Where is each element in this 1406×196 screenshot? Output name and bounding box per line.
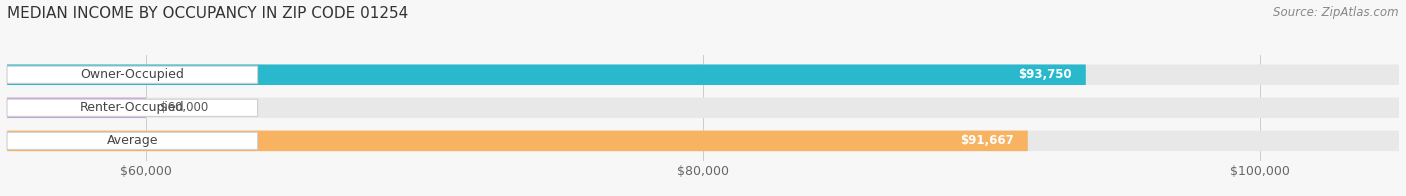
Text: MEDIAN INCOME BY OCCUPANCY IN ZIP CODE 01254: MEDIAN INCOME BY OCCUPANCY IN ZIP CODE 0… xyxy=(7,6,408,21)
Text: $91,667: $91,667 xyxy=(960,134,1014,147)
FancyBboxPatch shape xyxy=(7,64,1399,85)
FancyBboxPatch shape xyxy=(7,131,1028,151)
Text: Average: Average xyxy=(107,134,157,147)
Text: Owner-Occupied: Owner-Occupied xyxy=(80,68,184,81)
FancyBboxPatch shape xyxy=(7,98,1399,118)
FancyBboxPatch shape xyxy=(7,132,257,150)
FancyBboxPatch shape xyxy=(7,98,146,118)
FancyBboxPatch shape xyxy=(7,131,1399,151)
Text: $60,000: $60,000 xyxy=(160,101,208,114)
Text: $93,750: $93,750 xyxy=(1018,68,1071,81)
FancyBboxPatch shape xyxy=(7,99,257,116)
FancyBboxPatch shape xyxy=(7,66,257,83)
FancyBboxPatch shape xyxy=(7,64,1085,85)
Text: Renter-Occupied: Renter-Occupied xyxy=(80,101,184,114)
Text: Source: ZipAtlas.com: Source: ZipAtlas.com xyxy=(1274,6,1399,19)
